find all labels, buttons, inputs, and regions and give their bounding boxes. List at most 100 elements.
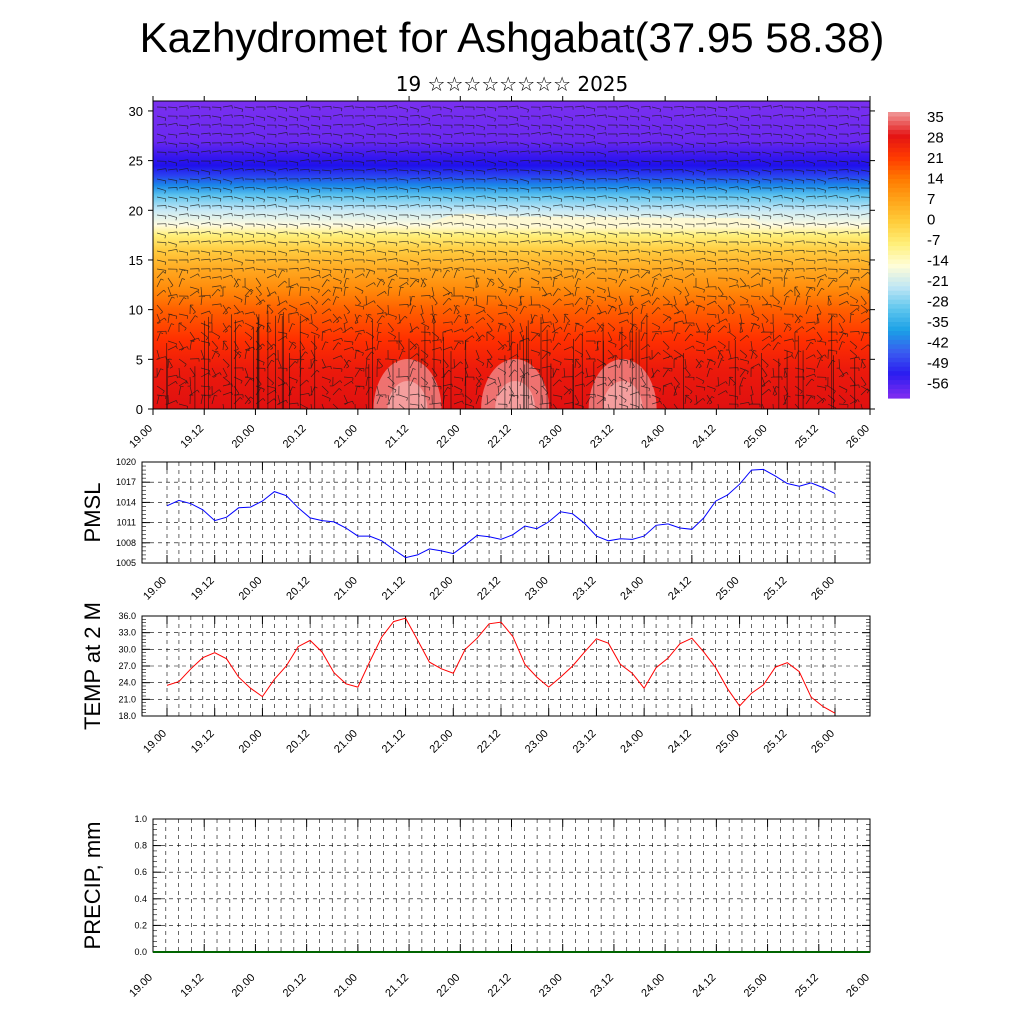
colorbar-label: -28 xyxy=(927,294,949,311)
colorbar-band xyxy=(888,120,910,127)
colorbar-band xyxy=(888,335,910,341)
y-tick-label: 20 xyxy=(129,203,143,218)
x-tick-label: 21.12 xyxy=(383,423,411,451)
colorbar-band xyxy=(888,344,910,350)
x-tick-label: 25.00 xyxy=(714,575,742,603)
panel-frame xyxy=(141,461,871,564)
x-tick-label: 20.00 xyxy=(237,575,265,603)
colorbar-label: 0 xyxy=(927,212,935,229)
y-tick-label: 0.2 xyxy=(134,920,147,930)
colorbar-label: 7 xyxy=(927,191,935,208)
x-tick-label: 26.00 xyxy=(844,423,872,451)
x-tick-label: 24.00 xyxy=(639,423,667,451)
colorbar-band xyxy=(888,219,910,225)
x-tick-label: 24.00 xyxy=(639,972,667,1000)
x-tick-label: 21.12 xyxy=(380,728,408,756)
colorbar-band xyxy=(888,196,910,202)
colorbar-band xyxy=(888,232,910,238)
x-tick-label: 20.00 xyxy=(237,728,265,756)
y-tick-label: 30.0 xyxy=(118,644,136,654)
y-tick-label: 1014 xyxy=(116,497,136,507)
colorbar-label: -42 xyxy=(927,335,949,352)
colorbar-band xyxy=(888,165,910,171)
page-title: Kazhydromet for Ashgabat(37.95 58.38) xyxy=(139,14,885,61)
temp-panel: 18.0 21.0 24.0 27.0 30.0 33.0 36.0 19.00 19.12 20… xyxy=(80,602,871,756)
colorbar-band xyxy=(888,259,910,265)
x-tick-label: 23.00 xyxy=(537,972,565,1000)
x-tick-label: 23.00 xyxy=(523,575,551,603)
y-tick-label: 1011 xyxy=(117,518,136,528)
colorbar-band xyxy=(888,286,910,292)
x-tick-label: 25.00 xyxy=(742,423,770,451)
x-tick-label: 24.12 xyxy=(666,728,694,756)
colorbar-band xyxy=(888,156,910,162)
colorbar-band xyxy=(888,366,910,372)
colorbar-band xyxy=(888,313,910,319)
colorbar-label: 14 xyxy=(927,171,944,188)
colorbar-label: -56 xyxy=(927,376,949,393)
colorbar-band xyxy=(888,357,910,363)
y-tick-label: 27.0 xyxy=(118,661,136,671)
convective-lines xyxy=(166,310,856,409)
colorbar-band xyxy=(888,389,910,395)
colorbar-label: -49 xyxy=(927,355,949,372)
colorbar-band xyxy=(888,134,910,140)
x-tick-label: 22.12 xyxy=(475,575,503,603)
x-tick-label: 20.00 xyxy=(230,423,258,451)
x-tick-label: 22.00 xyxy=(427,728,455,756)
x-tick-label: 21.00 xyxy=(332,972,360,1000)
x-tick-label: 23.12 xyxy=(588,972,616,1000)
colorbar: 35 28 21 14 7 0 -7 -14 -21 -28 -35 -42 -49 -56 xyxy=(888,109,949,399)
x-tick-label: 19.00 xyxy=(127,972,155,1000)
colorbar-label: 35 xyxy=(927,109,944,126)
y-tick-label: 1005 xyxy=(116,558,136,568)
x-tick-label: 20.12 xyxy=(281,423,309,451)
x-tick-label: 26.00 xyxy=(809,728,837,756)
precip-panel: 0.0 0.2 0.4 0.6 0.8 1.0 19.00 19.12 20.00 20.12 21… xyxy=(80,814,872,1000)
colorbar-label: -35 xyxy=(927,314,949,331)
colorbar-band xyxy=(888,308,910,314)
y-tick-label: 33.0 xyxy=(118,628,136,638)
colorbar-band xyxy=(888,214,910,220)
y-tick-label: 15 xyxy=(129,253,143,268)
colorbar-label: -14 xyxy=(927,253,949,270)
colorbar-band xyxy=(888,250,910,256)
x-tick-label: 24.00 xyxy=(618,575,646,603)
colorbar-band xyxy=(888,179,910,185)
y-tick-label: 10 xyxy=(129,303,143,318)
y-tick-label: 30 xyxy=(129,104,143,119)
colorbar-band xyxy=(888,246,910,252)
page-subtitle: 19 ☆☆☆☆☆☆☆☆ 2025 xyxy=(395,72,629,96)
x-tick-label: 21.12 xyxy=(383,972,411,1000)
colorbar-label: 28 xyxy=(927,130,944,147)
colorbar-band xyxy=(888,348,910,354)
y-tick-label: 1.0 xyxy=(134,814,147,824)
x-tick-label: 25.12 xyxy=(793,423,821,451)
colorbar-label: 21 xyxy=(927,150,944,167)
wind-field xyxy=(154,105,870,409)
y-tick-label: 5 xyxy=(136,352,143,367)
y-axis-label: TEMP at 2 M xyxy=(80,602,105,730)
y-tick-label: 36.0 xyxy=(118,611,136,621)
x-tick-label: 26.00 xyxy=(844,972,872,1000)
x-tick-label: 25.12 xyxy=(793,972,821,1000)
series-line xyxy=(166,617,836,714)
colorbar-band xyxy=(888,268,910,274)
x-tick-label: 20.12 xyxy=(281,972,309,1000)
x-tick-label: 22.00 xyxy=(434,423,462,451)
x-tick-label: 19.00 xyxy=(141,728,169,756)
x-tick-label: 25.12 xyxy=(761,728,789,756)
y-tick-label: 1017 xyxy=(116,477,136,487)
y-axis-label: PMSL xyxy=(80,483,105,543)
colorbar-band xyxy=(888,170,910,176)
x-tick-label: 22.00 xyxy=(434,972,462,1000)
cross-section-panel: 0 5 10 15 20 25 30 19.00 19.12 20.00 20.12 21.00 21.… xyxy=(127,96,875,451)
colorbar-band xyxy=(888,277,910,283)
colorbar-band xyxy=(888,161,910,167)
colorbar-band xyxy=(888,362,910,368)
x-tick-label: 24.12 xyxy=(691,423,719,451)
colorbar-band xyxy=(888,290,910,296)
colorbar-band xyxy=(888,116,910,122)
colorbar-band xyxy=(888,393,910,399)
x-tick-label: 23.00 xyxy=(537,423,565,451)
